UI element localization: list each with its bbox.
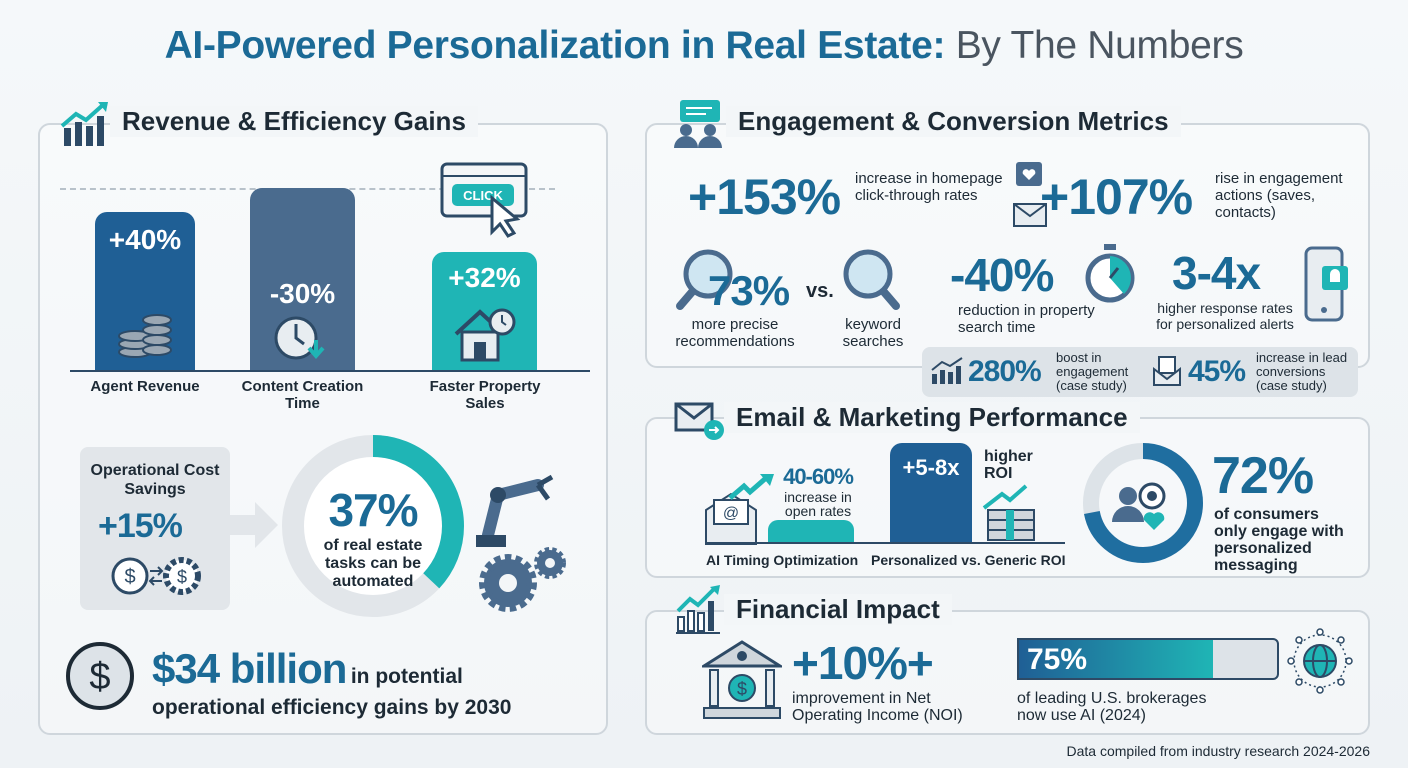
growth-chart-icon [60, 102, 108, 146]
automation-text: 37% of real estate tasks can be automated [323, 484, 423, 590]
roi-caption: Personalized vs. Generic ROI [871, 552, 1066, 568]
globe-network-icon [1287, 628, 1353, 694]
timing-caption: AI Timing Optimization [706, 552, 859, 568]
house-clock-icon [454, 308, 516, 362]
bank-icon: $ [702, 640, 782, 719]
mail-at-trend-icon: @ [705, 474, 774, 545]
cost-savings-card: Operational Cost Savings +15% $ $ [80, 447, 230, 610]
engagement-panel [645, 123, 1370, 368]
stat-153: +153% [688, 169, 841, 225]
stat-153-label: increase in homepage click-through rates [855, 170, 1003, 204]
bar-content-creation: -30% [250, 188, 355, 370]
robot-arm-gears-icon [476, 474, 566, 612]
case-study-strip [922, 347, 1358, 397]
brokerages-fill [1019, 640, 1213, 678]
growth-chart-icon [931, 357, 963, 384]
roi-label: higher ROI [984, 448, 1033, 482]
financial-title: Financial Impact [724, 594, 952, 625]
stat-73-label: more precise recommendations [675, 316, 795, 350]
stat-40-60: 40-60% [783, 464, 854, 489]
billion-label: operational efficiency gains by 2030 [152, 696, 512, 719]
stat-3-4x-label: higher response rates for personalized a… [1156, 300, 1294, 332]
stat-3-4x: 3-4x [1172, 247, 1261, 299]
stat-280: 280% [968, 355, 1042, 388]
stat-72-label: of consumers only engage with personaliz… [1214, 506, 1344, 574]
stat-107: +107% [1040, 169, 1193, 225]
consumers-donut [1083, 443, 1203, 563]
heart-mail-icon [1013, 162, 1047, 227]
clock-down-icon [274, 316, 325, 360]
growth-chart-icon [676, 585, 720, 634]
baseline [70, 370, 590, 372]
svg-text:$: $ [177, 567, 187, 587]
bar-label: Content Creation Time [241, 378, 364, 412]
magnifier-icon [676, 249, 733, 310]
page-title: AI-Powered Personalization in Real Estat… [164, 24, 1244, 67]
stat-280-label: boost in engagement (case study) [1056, 350, 1129, 393]
vs-label: vs. [806, 280, 834, 302]
dollar-circle-icon: $ [66, 642, 134, 710]
roi-bar: +5-8x [890, 443, 972, 542]
noi-label: improvement in Net Operating Income (NOI… [792, 690, 963, 724]
brokerages-label: of leading U.S. brokerages now use AI (2… [1017, 690, 1207, 724]
revenue-title: Revenue & Efficiency Gains [110, 106, 478, 137]
money-gears-icon: $ $ [111, 557, 201, 595]
arrow-right-icon [230, 502, 278, 548]
svg-text:$: $ [737, 679, 747, 699]
stat-45-label: increase in lead conversions (case study) [1256, 350, 1348, 393]
money-stack-icon [982, 484, 1035, 541]
svg-text:$: $ [124, 566, 135, 588]
phone-alert-icon [1304, 246, 1348, 322]
stat-40: -40% [950, 249, 1054, 301]
svg-text:@: @ [723, 505, 739, 522]
mail-document-icon [1153, 356, 1181, 386]
footer-source: Data compiled from industry research 202… [1066, 743, 1371, 759]
stat-40-label: reduction in property search time [958, 302, 1095, 336]
mail-send-icon [674, 402, 724, 440]
brokerages-progress: 75% [1017, 638, 1279, 680]
automation-donut [282, 435, 464, 617]
email-baseline [705, 542, 1065, 544]
stat-72: 72% [1212, 447, 1314, 505]
click-browser-icon[interactable]: CLICK [440, 162, 530, 242]
stat-45: 45% [1188, 355, 1246, 388]
bar-label: Faster Property Sales [429, 378, 541, 412]
coins-icon [118, 314, 172, 358]
stopwatch-icon [1085, 244, 1135, 303]
bar-label: Agent Revenue [90, 378, 200, 395]
open-rates-bar [768, 520, 854, 542]
billion-stat: $34 billion in potential [152, 645, 463, 692]
svg-text:$: $ [89, 656, 110, 698]
bar-property-sales: +32% [432, 252, 537, 370]
people-chat-icon [674, 100, 722, 148]
automation-arc [282, 435, 464, 617]
email-title: Email & Marketing Performance [724, 402, 1140, 433]
engagement-title: Engagement & Conversion Metrics [726, 106, 1181, 137]
stat-107-label: rise in engagement actions (saves, conta… [1215, 170, 1343, 221]
bar-agent-revenue: +40% [95, 212, 195, 370]
open-rates-label: increase in open rates [784, 489, 852, 519]
keyword-label: keyword searches [842, 316, 904, 350]
magnifier-icon [843, 249, 900, 310]
stat-noi: +10%+ [792, 637, 934, 689]
stat-73: 73% [708, 267, 790, 314]
consumers-arc [1083, 443, 1203, 563]
